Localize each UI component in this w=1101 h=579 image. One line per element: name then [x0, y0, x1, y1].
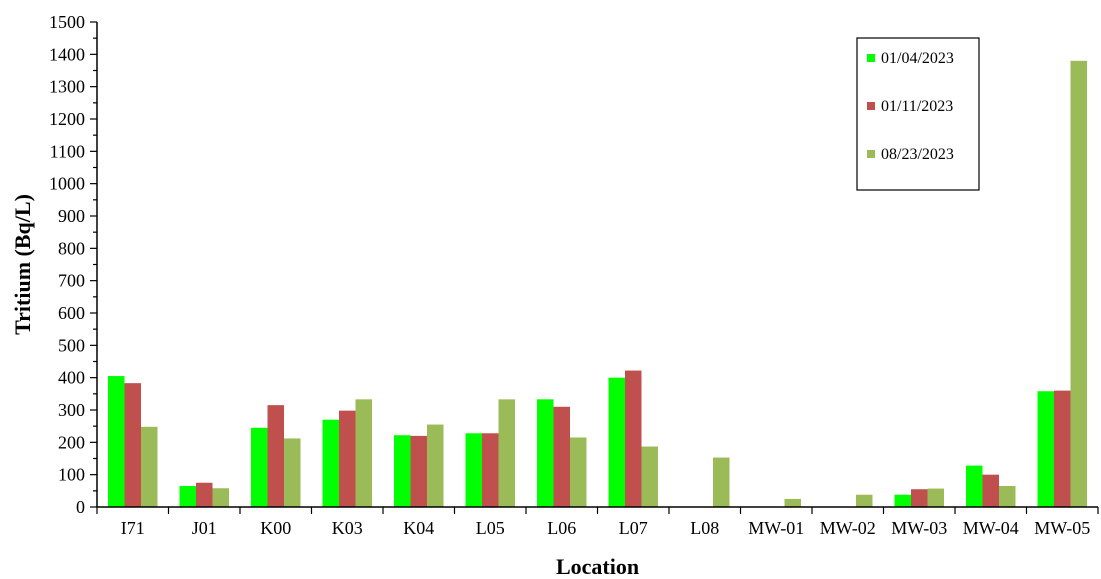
y-tick-label: 1200 — [49, 109, 85, 129]
bar — [713, 457, 730, 507]
bar — [608, 377, 625, 507]
bar — [251, 427, 268, 507]
bar — [339, 410, 356, 507]
bars-group — [108, 60, 1087, 508]
y-tick-label: 100 — [58, 465, 85, 485]
bar — [284, 438, 301, 507]
y-tick-label: 800 — [58, 238, 85, 258]
x-tick-label: MW-05 — [1034, 518, 1090, 538]
y-tick-label: 1000 — [49, 174, 85, 194]
bar — [394, 435, 411, 507]
bar — [1037, 391, 1054, 507]
bar — [322, 419, 339, 507]
bar — [108, 376, 125, 507]
x-tick-label: L05 — [476, 518, 505, 538]
x-tick-label: MW-04 — [963, 518, 1019, 538]
y-tick-label: 600 — [58, 303, 85, 323]
y-axis: 0 100 200 300 400 500 600 700 800 900 1000 1100 1200… — [49, 12, 98, 517]
legend-swatch — [867, 150, 875, 158]
bar — [784, 498, 801, 507]
bar — [196, 482, 213, 507]
bar — [927, 488, 944, 507]
y-tick-label: 700 — [58, 271, 85, 291]
bar — [1070, 60, 1087, 508]
x-tick-label: J01 — [192, 518, 217, 538]
bar — [179, 485, 196, 507]
y-tick-label: 500 — [58, 335, 85, 355]
y-tick-label: 200 — [58, 432, 85, 452]
bar — [1054, 390, 1071, 507]
bar — [911, 489, 928, 507]
legend-label: 01/04/2023 — [881, 50, 954, 67]
bar — [570, 437, 587, 507]
bar — [894, 494, 911, 507]
bar — [465, 433, 482, 507]
x-axis: I71 J01 K00 K03 K04 L05 L06 L07 L08 MW-01 MW-02 MW-… — [96, 506, 1099, 538]
bar — [999, 485, 1016, 507]
x-tick-label: L07 — [619, 518, 648, 538]
bar — [355, 399, 372, 507]
legend-swatch — [867, 54, 875, 62]
x-tick-label: L08 — [690, 518, 719, 538]
legend-label: 08/23/2023 — [881, 146, 954, 163]
y-tick-label: 0 — [76, 497, 85, 517]
y-axis-title: Tritium (Bq/L) — [10, 194, 35, 335]
y-tick-label: 300 — [58, 400, 85, 420]
x-tick-label: MW-01 — [748, 518, 804, 538]
x-tick-label: I71 — [121, 518, 145, 538]
x-tick-label: K03 — [332, 518, 363, 538]
y-tick-label: 1100 — [50, 141, 85, 161]
bar — [641, 446, 658, 507]
bar — [124, 383, 141, 507]
x-tick-label: MW-03 — [891, 518, 947, 538]
y-tick-label: 1400 — [49, 44, 85, 64]
y-tick-label: 1300 — [49, 77, 85, 97]
legend-box — [856, 37, 980, 191]
x-tick-label: MW-02 — [820, 518, 876, 538]
y-tick-label: 1500 — [49, 12, 85, 32]
bar — [427, 424, 444, 507]
x-tick-label: K00 — [260, 518, 291, 538]
x-axis-title: Location — [556, 554, 639, 579]
y-tick-label: 400 — [58, 368, 85, 388]
bar — [410, 435, 427, 507]
y-tick-label: 900 — [58, 206, 85, 226]
bar — [625, 370, 642, 507]
bar — [212, 488, 229, 507]
x-tick-label: K04 — [403, 518, 434, 538]
bar — [553, 406, 570, 507]
bar — [537, 399, 554, 507]
bar — [141, 426, 158, 507]
legend-swatch — [867, 102, 875, 110]
bar — [982, 474, 999, 507]
legend-label: 01/11/2023 — [881, 98, 953, 115]
x-tick-label: L06 — [547, 518, 576, 538]
bar — [966, 465, 983, 507]
bar — [498, 399, 515, 507]
bar — [267, 405, 284, 507]
bar — [856, 494, 873, 507]
legend: 01/04/2023 01/11/2023 08/23/2023 — [856, 37, 980, 191]
bar — [482, 433, 499, 507]
